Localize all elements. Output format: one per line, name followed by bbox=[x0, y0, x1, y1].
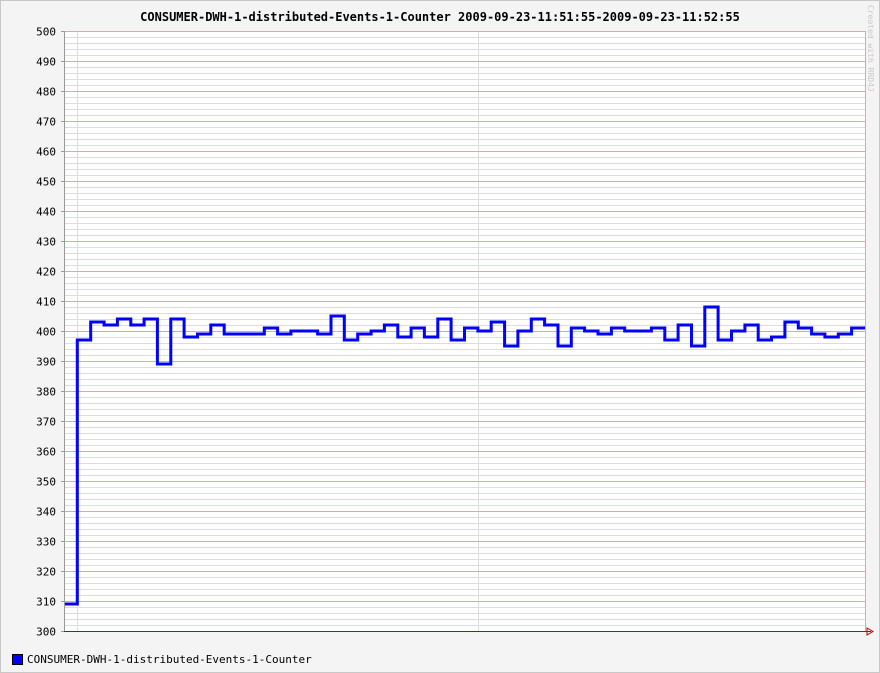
y-tick-label: 390 bbox=[36, 356, 56, 369]
legend-swatch bbox=[12, 654, 23, 665]
legend: CONSUMER-DWH-1-distributed-Events-1-Coun… bbox=[12, 653, 312, 666]
y-tick-label: 320 bbox=[36, 566, 56, 579]
y-tick-label: 340 bbox=[36, 506, 56, 519]
y-tick-label: 440 bbox=[36, 206, 56, 219]
watermark: Created with RRD4J bbox=[866, 5, 875, 92]
y-tick-label: 490 bbox=[36, 56, 56, 69]
y-tick-label: 380 bbox=[36, 386, 56, 399]
legend-label: CONSUMER-DWH-1-distributed-Events-1-Coun… bbox=[27, 653, 312, 666]
chart-title: CONSUMER-DWH-1-distributed-Events-1-Coun… bbox=[140, 10, 740, 24]
y-tick-label: 470 bbox=[36, 116, 56, 129]
y-tick-label: 480 bbox=[36, 86, 56, 99]
y-tick-label: 460 bbox=[36, 146, 56, 159]
y-tick-label: 350 bbox=[36, 476, 56, 489]
y-tick-label: 360 bbox=[36, 446, 56, 459]
y-tick-label: 400 bbox=[36, 326, 56, 339]
y-tick-label: 370 bbox=[36, 416, 56, 429]
y-tick-label: 330 bbox=[36, 536, 56, 549]
y-tick-label: 430 bbox=[36, 236, 56, 249]
y-tick-label: 500 bbox=[36, 26, 56, 39]
y-tick-label: 450 bbox=[36, 176, 56, 189]
y-tick-label: 310 bbox=[36, 596, 56, 609]
y-tick-label: 420 bbox=[36, 266, 56, 279]
y-tick-label: 300 bbox=[36, 626, 56, 639]
y-tick-label: 410 bbox=[36, 296, 56, 309]
x-axis-arrow bbox=[866, 627, 874, 636]
series-line bbox=[64, 305, 865, 606]
